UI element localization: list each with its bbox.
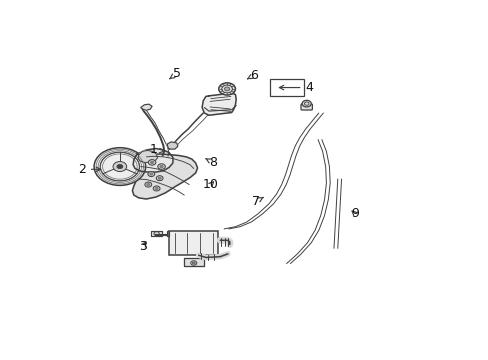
- Text: 8: 8: [205, 156, 216, 169]
- Circle shape: [224, 87, 229, 91]
- Text: 9: 9: [350, 207, 358, 220]
- Circle shape: [146, 184, 149, 186]
- Polygon shape: [138, 150, 158, 162]
- Circle shape: [156, 176, 163, 181]
- Circle shape: [160, 165, 163, 168]
- Text: 5: 5: [169, 67, 181, 80]
- Polygon shape: [132, 154, 197, 199]
- Text: 7: 7: [252, 195, 263, 208]
- Polygon shape: [183, 258, 203, 266]
- Circle shape: [158, 177, 161, 179]
- Text: 6: 6: [247, 68, 258, 82]
- Circle shape: [302, 100, 311, 107]
- Text: 3: 3: [139, 240, 146, 253]
- Circle shape: [192, 262, 195, 264]
- Polygon shape: [141, 104, 152, 110]
- Circle shape: [94, 148, 145, 185]
- Text: 10: 10: [203, 178, 218, 191]
- Polygon shape: [167, 142, 178, 149]
- Circle shape: [117, 164, 122, 169]
- Circle shape: [113, 162, 126, 172]
- Circle shape: [147, 172, 154, 176]
- Polygon shape: [202, 93, 236, 115]
- FancyBboxPatch shape: [269, 79, 303, 96]
- Text: 1: 1: [150, 143, 164, 157]
- Circle shape: [155, 187, 158, 190]
- Text: 2: 2: [78, 163, 101, 176]
- Circle shape: [153, 186, 160, 191]
- FancyBboxPatch shape: [301, 104, 312, 110]
- Circle shape: [158, 164, 165, 169]
- Polygon shape: [133, 149, 173, 172]
- FancyBboxPatch shape: [169, 231, 218, 255]
- Circle shape: [148, 159, 156, 165]
- Text: 4: 4: [279, 81, 313, 94]
- Circle shape: [150, 161, 153, 164]
- Circle shape: [218, 83, 235, 95]
- Circle shape: [149, 173, 153, 175]
- Circle shape: [144, 182, 151, 187]
- Polygon shape: [154, 231, 169, 237]
- Polygon shape: [151, 231, 162, 237]
